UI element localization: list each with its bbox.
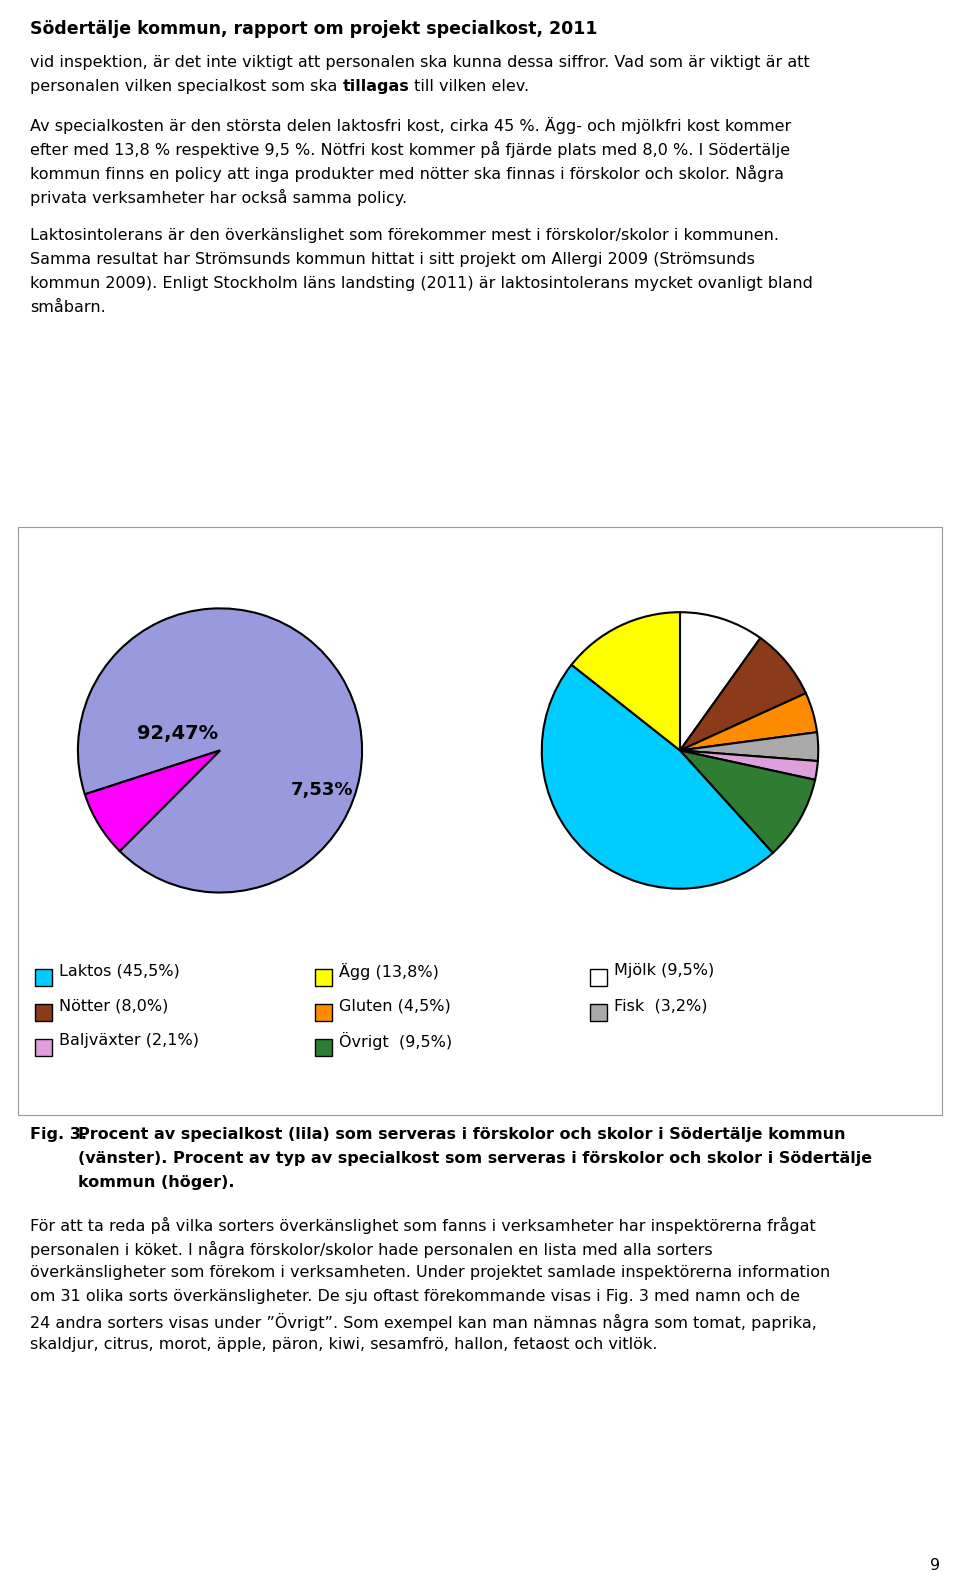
- Text: om 31 olika sorts överkänsligheter. De sju oftast förekommande visas i Fig. 3 me: om 31 olika sorts överkänsligheter. De s…: [30, 1289, 800, 1305]
- Wedge shape: [571, 612, 680, 750]
- Text: 24 andra sorters visas under ”Övrigt”. Som exempel kan man nämnas några som toma: 24 andra sorters visas under ”Övrigt”. S…: [30, 1313, 817, 1330]
- Text: Fisk  (3,2%): Fisk (3,2%): [614, 998, 708, 1013]
- Text: överkänsligheter som förekom i verksamheten. Under projektet samlade inspektörer: överkänsligheter som förekom i verksamhe…: [30, 1265, 830, 1281]
- Text: 7,53%: 7,53%: [291, 782, 353, 799]
- Text: Nötter (8,0%): Nötter (8,0%): [59, 998, 168, 1013]
- Wedge shape: [680, 638, 805, 750]
- Text: efter med 13,8 % respektive 9,5 %. Nötfri kost kommer på fjärde plats med 8,0 %.: efter med 13,8 % respektive 9,5 %. Nötfr…: [30, 142, 790, 158]
- Wedge shape: [680, 750, 818, 780]
- Text: Mjölk (9,5%): Mjölk (9,5%): [614, 963, 714, 978]
- Text: till vilken elev.: till vilken elev.: [409, 80, 529, 94]
- Bar: [35, 970, 52, 986]
- Bar: [590, 970, 607, 986]
- Text: personalen vilken specialkost som ska: personalen vilken specialkost som ska: [30, 80, 343, 94]
- Text: 9: 9: [930, 1558, 940, 1573]
- Text: tillagas: tillagas: [343, 80, 409, 94]
- Bar: [315, 1003, 332, 1021]
- Bar: [590, 1003, 607, 1021]
- Wedge shape: [680, 750, 815, 853]
- Text: (vänster). Procent av typ av specialkost som serveras i förskolor och skolor i S: (vänster). Procent av typ av specialkost…: [78, 1152, 872, 1166]
- Wedge shape: [680, 694, 817, 750]
- Bar: [315, 970, 332, 986]
- Wedge shape: [78, 608, 362, 893]
- Text: Övrigt  (9,5%): Övrigt (9,5%): [339, 1032, 452, 1050]
- Text: 92,47%: 92,47%: [137, 724, 218, 743]
- Text: Södertälje kommun, rapport om projekt specialkost, 2011: Södertälje kommun, rapport om projekt sp…: [30, 21, 597, 38]
- Text: vid inspektion, är det inte viktigt att personalen ska kunna dessa siffror. Vad : vid inspektion, är det inte viktigt att …: [30, 54, 809, 70]
- Text: Procent av specialkost (lila) som serveras i förskolor och skolor i Södertälje k: Procent av specialkost (lila) som server…: [78, 1128, 846, 1142]
- Text: kommun 2009). Enligt Stockholm läns landsting (2011) är laktosintolerans mycket : kommun 2009). Enligt Stockholm läns land…: [30, 276, 813, 290]
- Text: Av specialkosten är den största delen laktosfri kost, cirka 45 %. Ägg- och mjölk: Av specialkosten är den största delen la…: [30, 118, 791, 134]
- Text: Samma resultat har Strömsunds kommun hittat i sitt projekt om Allergi 2009 (Strö: Samma resultat har Strömsunds kommun hit…: [30, 252, 755, 266]
- Text: skaldjur, citrus, morot, äpple, päron, kiwi, sesamfrö, hallon, fetaost och vitlö: skaldjur, citrus, morot, äpple, päron, k…: [30, 1337, 658, 1353]
- Text: kommun finns en policy att inga produkter med nötter ska finnas i förskolor och : kommun finns en policy att inga produkte…: [30, 166, 784, 182]
- Text: För att ta reda på vilka sorters överkänslighet som fanns i verksamheter har ins: För att ta reda på vilka sorters överkän…: [30, 1217, 816, 1235]
- Wedge shape: [541, 665, 773, 888]
- Text: Laktosintolerans är den överkänslighet som förekommer mest i förskolor/skolor i : Laktosintolerans är den överkänslighet s…: [30, 228, 779, 242]
- Text: småbarn.: småbarn.: [30, 300, 106, 314]
- Text: Ägg (13,8%): Ägg (13,8%): [339, 962, 439, 979]
- Text: Fig. 3.: Fig. 3.: [30, 1128, 92, 1142]
- Bar: [35, 1038, 52, 1056]
- Wedge shape: [84, 750, 220, 852]
- Bar: [35, 1003, 52, 1021]
- Bar: [315, 1038, 332, 1056]
- Wedge shape: [680, 732, 818, 761]
- Text: personalen i köket. I några förskolor/skolor hade personalen en lista med alla s: personalen i köket. I några förskolor/sk…: [30, 1241, 712, 1258]
- Text: Laktos (45,5%): Laktos (45,5%): [59, 963, 180, 978]
- Text: Gluten (4,5%): Gluten (4,5%): [339, 998, 451, 1013]
- Text: Baljväxter (2,1%): Baljväxter (2,1%): [59, 1034, 199, 1048]
- Bar: [18, 526, 942, 1115]
- Text: privata verksamheter har också samma policy.: privata verksamheter har också samma pol…: [30, 190, 407, 206]
- Wedge shape: [680, 612, 760, 750]
- Text: kommun (höger).: kommun (höger).: [78, 1176, 234, 1190]
